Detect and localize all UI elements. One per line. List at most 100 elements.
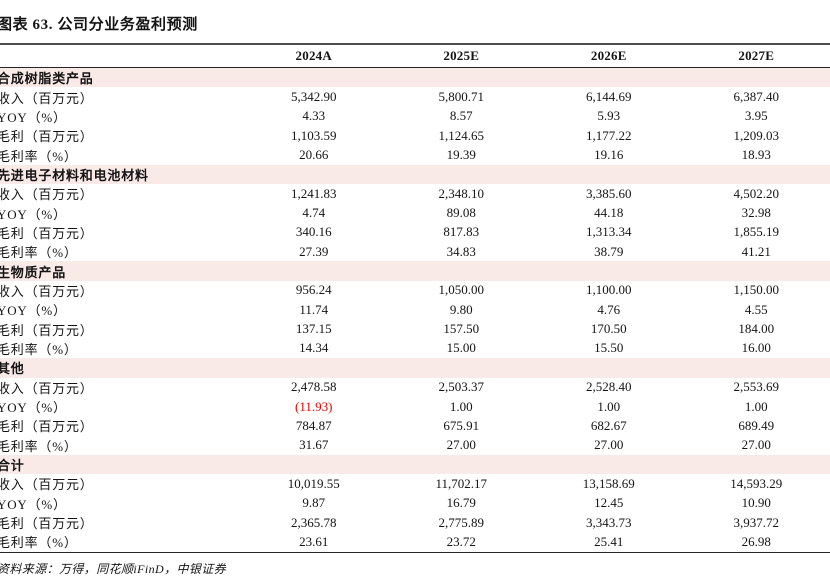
cell-value: 14,593.29 [730,475,783,491]
cell-value: 2,478.58 [291,379,337,395]
row-label: 毛利（百万元） [0,322,94,338]
cell-value: 11.74 [299,301,329,317]
year-column-header: 2026E [535,44,683,68]
cell-value: 34.83 [446,243,476,259]
source-note: 资料来源：万得，同花顺iFinD，中银证券 [0,561,227,576]
cell-value: 184.00 [738,321,775,337]
table-row: 毛利（百万元） 2,365.78 2,775.89 3,343.73 3,937.72 [0,513,830,532]
row-label: YOY（%） [0,303,67,319]
cell-value: 12.45 [594,495,624,511]
table-row: 毛利（百万元） 340.16 817.83 1,313.34 1,855.19 [0,223,830,242]
cell-value: 10.90 [741,495,771,511]
row-label: 收入（百万元） [0,477,94,493]
cell-value: 3,937.72 [733,514,780,530]
section-header-row: 生物质产品 [0,261,830,281]
segment-forecast-table: 2024A 2025E 2026E 2027E 合成树脂类产品 收入（百万元） 5,342… [0,43,830,553]
row-label: 收入（百万元） [0,283,94,299]
cell-value: 9.80 [449,301,473,317]
cell-value: 2,528.40 [586,379,632,395]
row-label: 毛利（百万元） [0,419,94,435]
cell-value: 2,348.10 [438,185,485,201]
cell-value: 31.67 [299,437,329,453]
cell-value: 8.57 [449,108,473,124]
cell-value: 27.39 [299,243,329,259]
cell-value: 1,050.00 [438,282,485,298]
table-row: 毛利率（%） 20.66 19.39 19.16 18.93 [0,145,830,164]
row-label: YOY（%） [0,400,67,416]
cell-value: 1,241.83 [291,185,337,201]
table-row: 收入（百万元） 1,241.83 2,348.10 3,385.60 4,502.20 [0,184,830,203]
cell-value: 4.33 [302,108,326,124]
section-name: 生物质产品 [0,261,830,281]
cell-value: 25.41 [535,532,683,553]
cell-value: 19.16 [594,147,624,163]
cell-value: 38.79 [594,243,624,259]
table-row: 收入（百万元） 5,342.90 5,800.71 6,144.69 6,387.40 [0,87,830,106]
table-row: 收入（百万元） 10,019.55 11,702.17 13,158.69 14,593… [0,474,830,493]
section-header-row: 先进电子材料和电池材料 [0,164,830,185]
row-label: YOY（%） [0,496,67,512]
cell-value: 137.15 [295,321,332,337]
cell-value: 9.87 [302,495,326,511]
cell-value: 15.50 [594,340,624,356]
cell-value: 4,502.20 [733,185,780,201]
cell-value: 3.95 [744,108,768,124]
cell-value: 689.49 [738,417,775,433]
cell-value: 4.76 [597,301,621,317]
table-row: 毛利（百万元） 137.15 157.50 170.50 184.00 [0,319,830,338]
cell-value: 5.93 [597,108,621,124]
cell-value: 675.91 [443,417,480,433]
cell-value: 11,702.17 [435,475,488,491]
year-header-row: 2024A 2025E 2026E 2027E [0,44,830,68]
table-row: 毛利率（%） 31.67 27.00 27.00 27.00 [0,436,830,455]
table-row: YOY（%） 4.74 89.08 44.18 32.98 [0,203,830,222]
table-row: 毛利率（%） 27.39 34.83 38.79 41.21 [0,242,830,261]
section-header-row: 其他 [0,358,830,378]
cell-value: 1,150.00 [733,282,780,298]
year-column-header: 2025E [387,44,535,68]
cell-value: 23.61 [240,532,388,553]
table-row: 收入（百万元） 956.24 1,050.00 1,100.00 1,150.00 [0,281,830,300]
cell-value: 2,553.69 [733,379,780,395]
cell-value: 16.00 [741,340,771,356]
section-name: 其他 [0,358,830,378]
cell-value: 15.00 [446,340,476,356]
row-label: YOY（%） [0,206,67,222]
cell-value: 340.16 [295,224,332,240]
cell-value: 784.87 [295,417,332,433]
year-column-header: 2027E [682,44,830,68]
row-label: 毛利（百万元） [0,516,94,532]
cell-value: 170.50 [590,321,627,337]
row-label: 毛利率（%） [0,341,78,357]
cell-value: 3,343.73 [586,514,632,530]
cell-value: 1,124.65 [438,127,485,143]
row-label: YOY（%） [0,109,67,125]
table-row: 收入（百万元） 2,478.58 2,503.37 2,528.40 2,553.69 [0,378,830,397]
cell-value: 682.67 [590,417,627,433]
cell-value: 4.55 [744,301,768,317]
cell-value: 23.72 [387,532,535,553]
cell-value: 27.00 [446,437,476,453]
row-label: 毛利（百万元） [0,129,94,145]
cell-value: 1,313.34 [586,224,632,240]
cell-value: 6,144.69 [586,89,632,105]
table-row: 毛利率（%） 23.61 23.72 25.41 26.98 [0,532,830,553]
cell-value: 1,177.22 [586,127,632,143]
cell-value: 27.00 [594,437,624,453]
cell-value: 2,365.78 [291,514,337,530]
cell-value: 1,855.19 [733,224,780,240]
row-label: 收入（百万元） [0,187,94,203]
cell-value: 14.34 [299,340,329,356]
cell-value: 4.74 [302,205,326,221]
year-column-header: 2024A [240,44,388,68]
table-row: 毛利（百万元） 784.87 675.91 682.67 689.49 [0,416,830,435]
cell-value: 2,775.89 [438,514,485,530]
cell-value: 2,503.37 [438,379,485,395]
cell-value: 1.00 [449,398,473,414]
row-label: 收入（百万元） [0,90,94,106]
cell-value: 26.98 [682,532,830,553]
section-header-row: 合计 [0,454,830,475]
cell-value: 27.00 [741,437,771,453]
cell-value: 956.24 [295,282,332,298]
